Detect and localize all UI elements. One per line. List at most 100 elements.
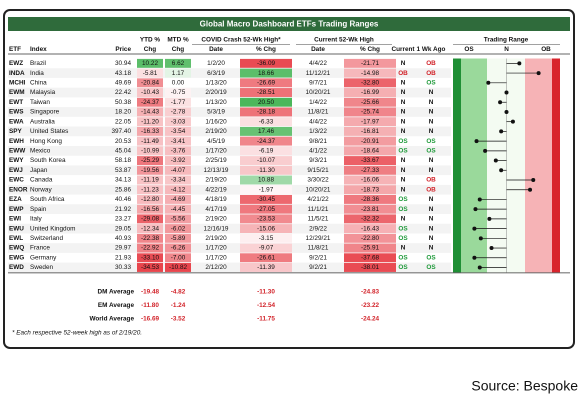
cell-ytd: -25.29 — [141, 157, 160, 164]
cell-week-ago: N — [429, 235, 434, 242]
column-group-header: YTD % — [140, 37, 161, 44]
heat-cell — [137, 88, 163, 97]
range-dot — [499, 129, 504, 134]
heat-cell — [165, 58, 191, 68]
column-header: % Chg — [256, 46, 276, 53]
heat-cell — [165, 165, 191, 175]
cell-cur-chg: -25.91 — [361, 245, 380, 252]
heat-cell — [137, 107, 163, 117]
cell-cur-date: 1/4/22 — [309, 99, 327, 106]
cell-ytd: -16.33 — [141, 128, 160, 135]
footnote: * Each respective 52-week high as of 2/1… — [12, 330, 142, 337]
average-value: -1.24 — [171, 302, 186, 309]
cell-price: 29.05 — [115, 225, 131, 232]
cell-mtd: -2.78 — [171, 109, 186, 116]
cell-cur-chg: -32.80 — [361, 79, 380, 86]
heat-cell — [240, 97, 292, 107]
column-header: ETF — [9, 46, 21, 53]
cell-covid-chg: -28.18 — [257, 109, 276, 116]
cell-cur-chg: -38.01 — [361, 264, 380, 271]
cell-cur-date: 10/20/21 — [306, 186, 331, 193]
row-band — [8, 87, 451, 98]
cell-covid-chg: 20.50 — [258, 99, 274, 106]
heat-cell — [240, 214, 292, 224]
cell-mtd: -1.77 — [171, 99, 186, 106]
cell-covid-date: 2/19/20 — [205, 128, 227, 135]
cell-price: 18.20 — [115, 109, 131, 116]
heat-cell — [137, 136, 163, 146]
heat-cell — [344, 117, 396, 127]
cell-ytd: -11.19 — [141, 177, 159, 184]
heat-cell — [137, 194, 163, 204]
cell-cur-chg: -37.68 — [361, 254, 380, 261]
cell-price: 30.94 — [115, 60, 131, 67]
column-header: Date — [311, 46, 325, 53]
heat-cell — [240, 58, 292, 68]
average-value: -4.82 — [171, 289, 186, 296]
range-dot — [487, 216, 492, 221]
cell-mtd: -4.45 — [171, 206, 186, 213]
heat-cell — [165, 214, 191, 224]
cell-current: N — [401, 157, 406, 164]
heat-cell — [344, 233, 396, 243]
cell-covid-chg: -26.69 — [257, 79, 276, 86]
range-n — [487, 58, 525, 273]
heat-cell — [165, 263, 191, 272]
cell-week-ago: OB — [426, 186, 436, 193]
cell-price: 58.18 — [115, 157, 131, 164]
cell-etf: EWJ — [9, 167, 23, 174]
cell-cur-chg: -16.43 — [361, 225, 380, 232]
cell-cur-chg: -27.33 — [361, 167, 380, 174]
cell-cur-chg: -23.81 — [361, 206, 380, 213]
column-header: Current — [391, 46, 415, 53]
range-dot — [489, 246, 494, 251]
column-group-header: COVID Crash 52-Wk High* — [201, 37, 281, 44]
heat-cell — [240, 185, 292, 195]
heat-cell — [344, 68, 396, 78]
source: Source: Bespoke — [471, 378, 578, 394]
heat-cell — [165, 204, 191, 214]
heat-cell — [240, 126, 292, 136]
cell-price: 21.92 — [115, 206, 131, 213]
column-header: Chg — [172, 46, 185, 53]
heat-cell — [137, 224, 163, 234]
cell-current: OS — [398, 196, 408, 203]
cell-week-ago: OS — [426, 79, 436, 86]
heat-cell — [240, 107, 292, 117]
row-band — [8, 223, 451, 234]
range-dot — [477, 265, 482, 270]
average-value: -19.48 — [141, 289, 160, 296]
cell-ytd: -19.56 — [141, 167, 160, 174]
heat-cell — [165, 126, 191, 136]
heat-cell — [344, 156, 396, 166]
column-header: OS — [464, 46, 474, 53]
cell-covid-date: 1/16/20 — [205, 118, 227, 125]
row-band — [8, 68, 451, 78]
heat-cell — [165, 185, 191, 195]
heat-cell — [165, 175, 191, 185]
cell-cur-date: 9/15/21 — [307, 167, 329, 174]
cell-mtd: -3.34 — [171, 177, 186, 184]
cell-covid-chg: -23.53 — [257, 216, 276, 223]
heat-cell — [137, 58, 163, 68]
cell-covid-date: 2/19/20 — [205, 235, 227, 242]
heat-cell — [137, 97, 163, 107]
cell-current: N — [401, 79, 406, 86]
cell-current: OS — [398, 235, 408, 242]
column-header: Index — [30, 46, 47, 53]
cell-ytd: -34.53 — [141, 264, 160, 271]
heat-cell — [240, 78, 292, 88]
cell-week-ago: OS — [426, 148, 436, 155]
cell-etf: EWA — [9, 118, 24, 125]
cell-current: N — [401, 177, 406, 184]
cell-cur-date: 1/3/22 — [309, 128, 327, 135]
heat-cell — [137, 175, 163, 185]
cell-index: Norway — [30, 186, 52, 193]
cell-index: Malaysia — [30, 89, 56, 96]
heat-cell — [165, 107, 191, 117]
average-value: -23.22 — [361, 302, 380, 309]
cell-covid-date: 5/3/19 — [207, 109, 225, 116]
cell-price: 22.42 — [115, 89, 131, 96]
column-header: % Chg — [360, 46, 380, 53]
